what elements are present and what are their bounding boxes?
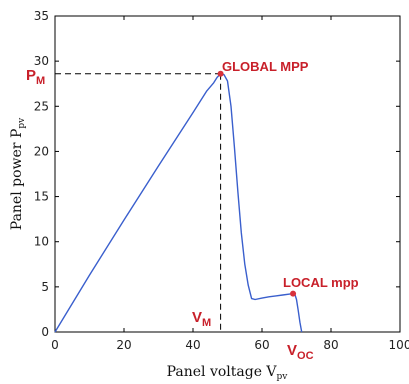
mpp-markers xyxy=(217,70,297,297)
x-tick-label-0: 0 xyxy=(51,338,59,352)
plot-area xyxy=(54,15,401,333)
local-mpp-point xyxy=(290,290,297,297)
y-tick-label-1: 5 xyxy=(41,280,49,294)
voc-label: VOC xyxy=(287,342,314,362)
x-tick-label-1: 20 xyxy=(116,338,131,352)
x-axis-title: Panel voltage Vpv xyxy=(167,364,289,382)
y-tick-label-3: 15 xyxy=(34,190,49,204)
local-mpp-label: LOCAL mpp xyxy=(283,275,359,290)
x-tick-label-4: 80 xyxy=(323,338,338,352)
mpp-guide-lines xyxy=(55,73,222,332)
x-tick-label-5: 100 xyxy=(389,338,409,352)
y-tick-label-2: 10 xyxy=(34,235,49,249)
y-axis-title: Panel power Ppv xyxy=(9,117,27,230)
global-mpp-label: GLOBAL MPP xyxy=(222,59,309,74)
x-tick-label-2: 40 xyxy=(185,338,200,352)
pm-label: PM xyxy=(26,67,45,87)
global-mpp-point xyxy=(217,70,224,77)
y-tick-label-7: 35 xyxy=(34,9,49,23)
axis-ticks: 0 20 40 60 80 100 0 5 10 15 20 25 30 35 xyxy=(34,9,409,352)
y-tick-label-6: 30 xyxy=(34,54,49,68)
y-tick-label-0: 0 xyxy=(41,325,49,339)
y-tick-label-5: 25 xyxy=(34,99,49,113)
y-tick-label-4: 20 xyxy=(34,144,49,158)
x-tick-label-3: 60 xyxy=(254,338,269,352)
vm-label: VM xyxy=(192,309,211,329)
